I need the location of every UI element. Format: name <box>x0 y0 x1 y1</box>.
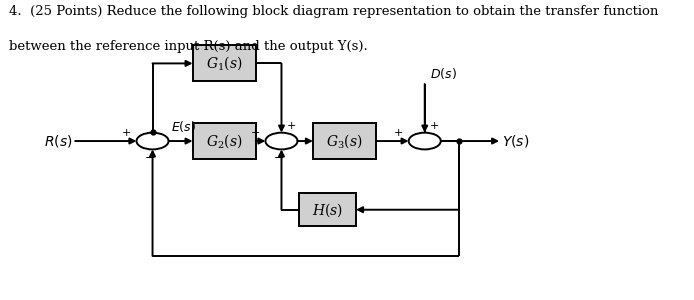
Text: $Y(s)$: $Y(s)$ <box>502 133 530 149</box>
Text: $D(s)$: $D(s)$ <box>430 66 457 81</box>
FancyBboxPatch shape <box>298 193 356 226</box>
Text: −: − <box>273 152 284 165</box>
Text: $G_2(s)$: $G_2(s)$ <box>206 132 242 150</box>
Text: $E(s)$: $E(s)$ <box>171 118 196 134</box>
Text: $G_1(s)$: $G_1(s)$ <box>206 55 242 72</box>
Text: +: + <box>393 128 403 138</box>
Text: +: + <box>287 122 296 131</box>
Text: $G_3(s)$: $G_3(s)$ <box>326 132 363 150</box>
Circle shape <box>265 133 298 149</box>
Text: +: + <box>430 122 439 131</box>
Text: +: + <box>251 128 260 138</box>
FancyBboxPatch shape <box>193 123 255 159</box>
Text: −: − <box>144 152 155 165</box>
Text: $H(s)$: $H(s)$ <box>312 201 343 219</box>
Text: $R(s)$: $R(s)$ <box>44 133 72 149</box>
Circle shape <box>409 133 441 149</box>
FancyBboxPatch shape <box>313 123 376 159</box>
FancyBboxPatch shape <box>193 46 255 81</box>
Text: +: + <box>121 128 131 138</box>
Text: between the reference input R(s) and the output Y(s).: between the reference input R(s) and the… <box>9 40 368 52</box>
Circle shape <box>137 133 169 149</box>
Text: 4.  (25 Points) Reduce the following block diagram representation to obtain the : 4. (25 Points) Reduce the following bloc… <box>9 5 659 18</box>
